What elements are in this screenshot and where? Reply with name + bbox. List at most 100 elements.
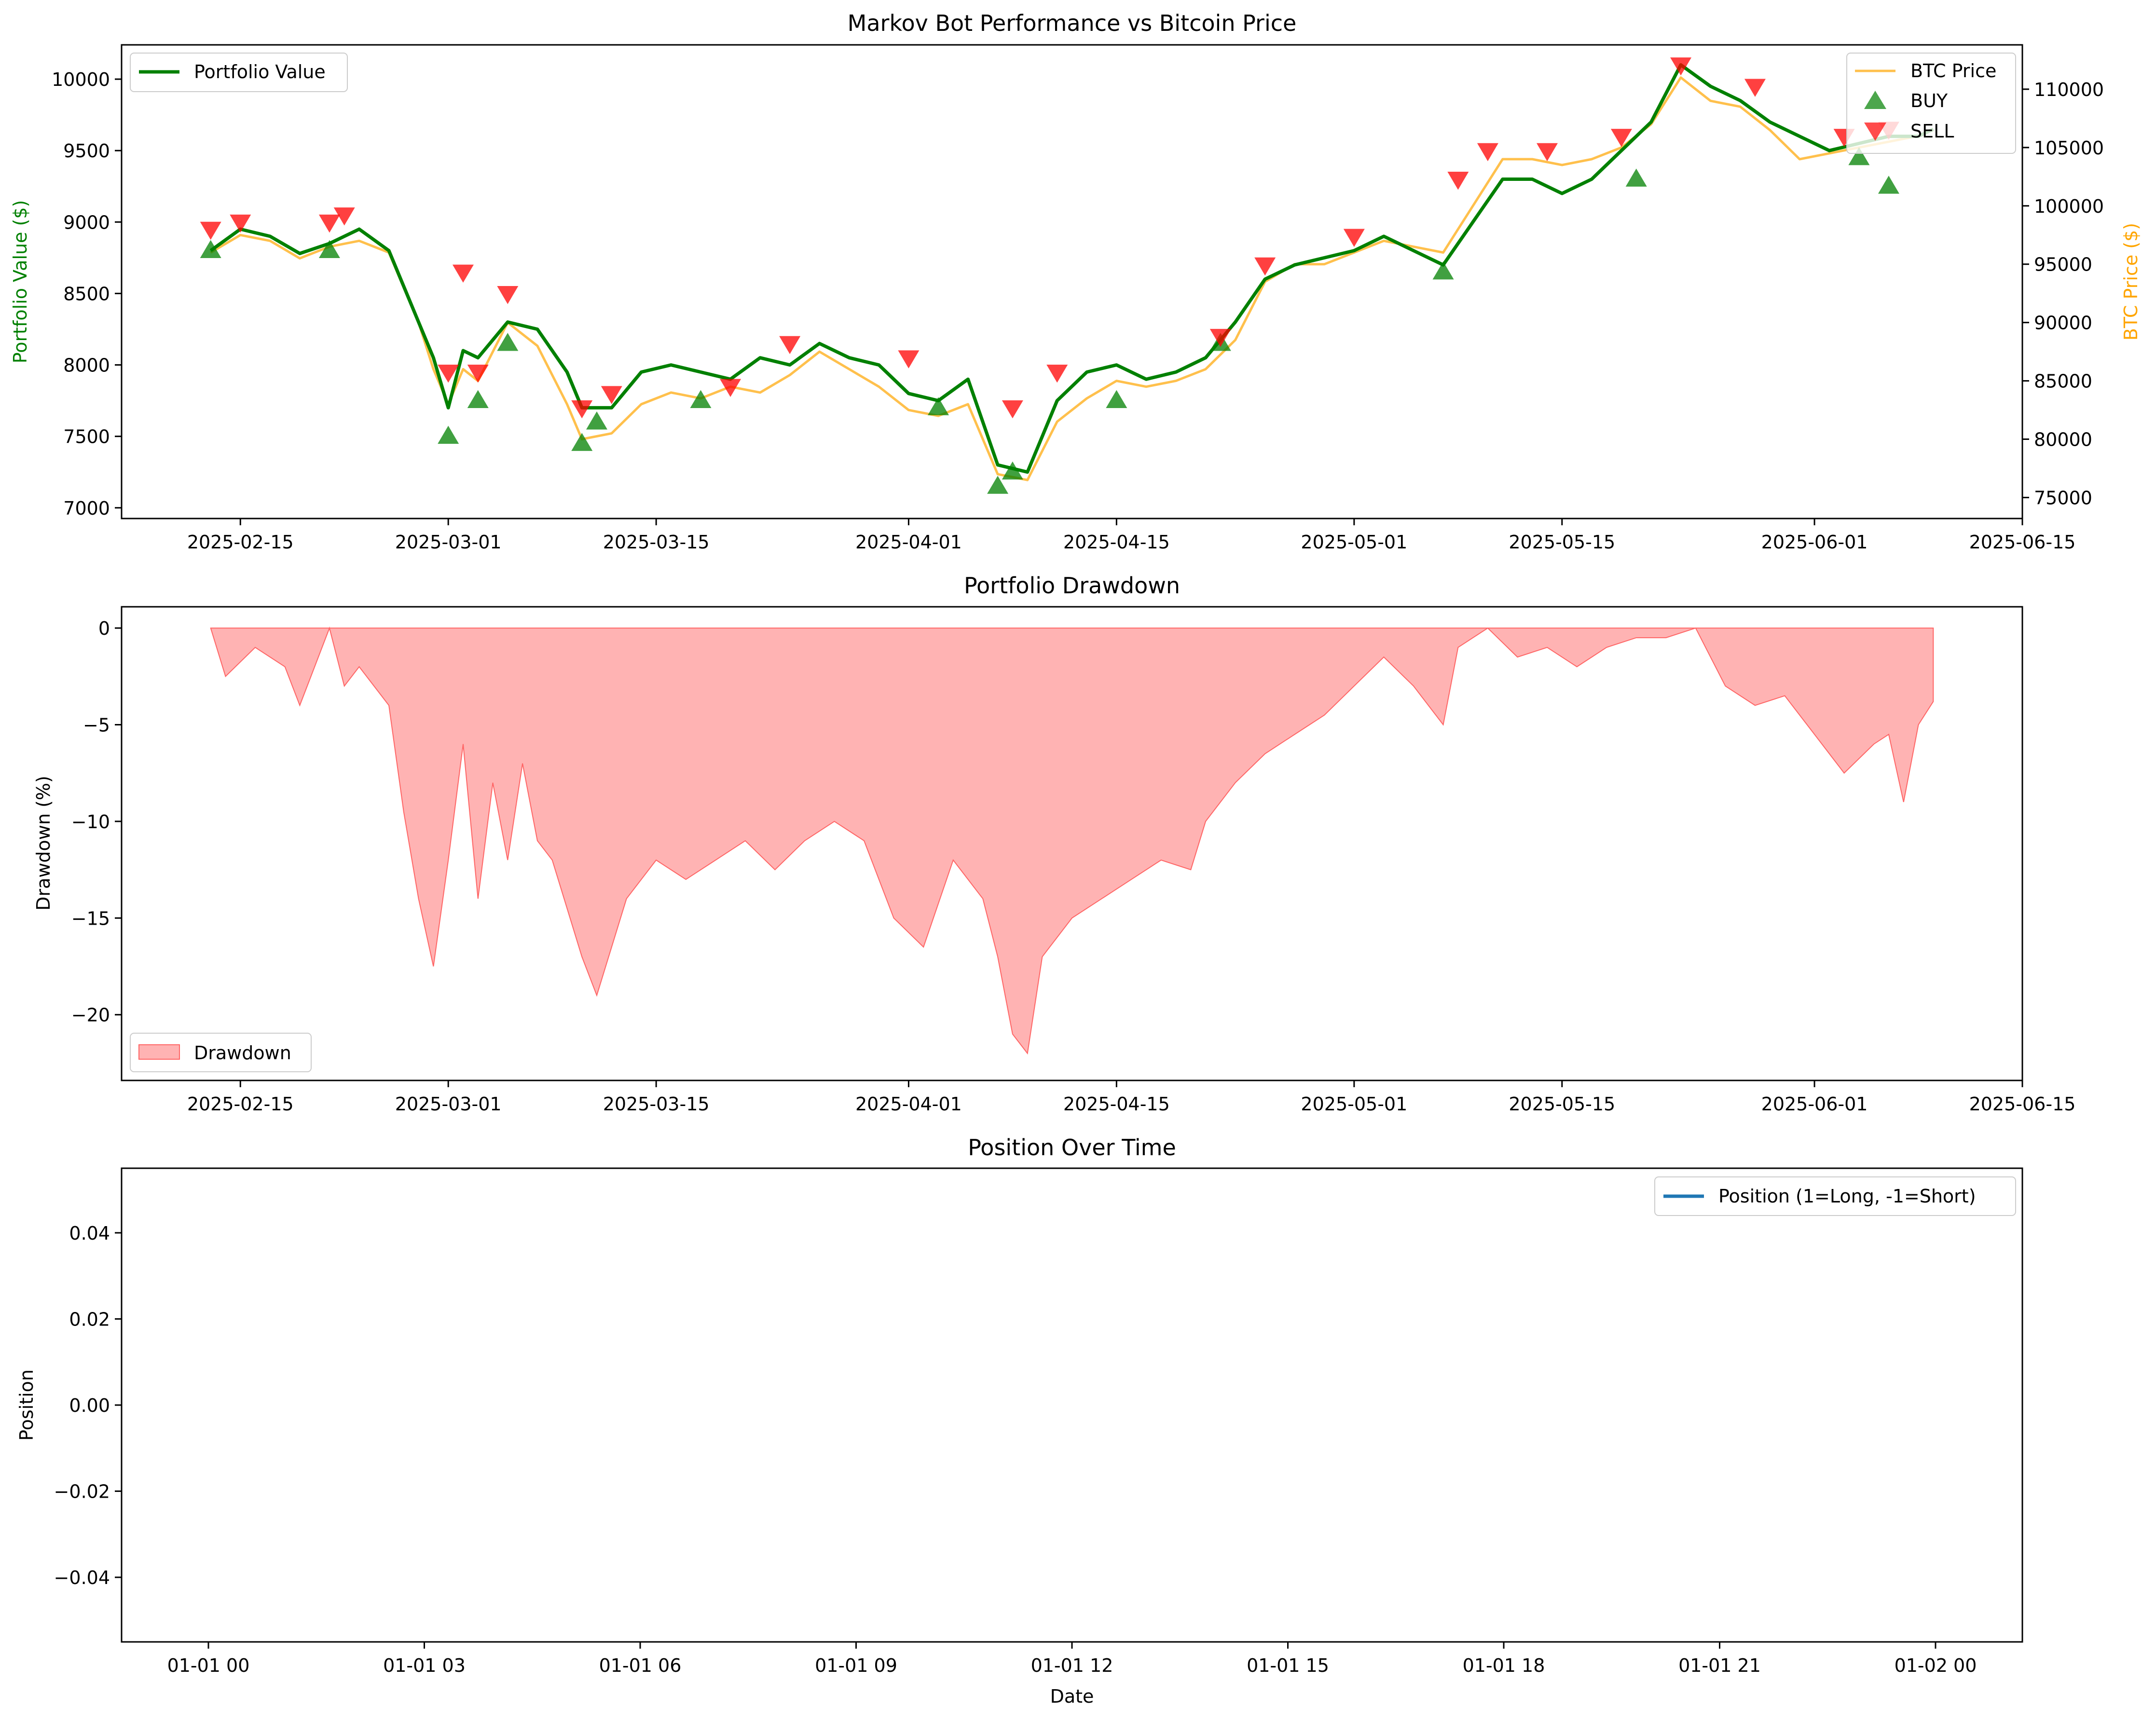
x-tick-label: 2025-05-01 bbox=[1301, 532, 1407, 553]
panel3-y-axis: 0.04 0.02 0.00 −0.02 −0.04 bbox=[54, 1223, 122, 1588]
sell-marker bbox=[1537, 143, 1558, 162]
buy-marker bbox=[927, 397, 949, 415]
y-right-tick-label: 95000 bbox=[2034, 254, 2092, 275]
x-tick-label: 2025-02-15 bbox=[187, 1093, 294, 1115]
x-tick-label: 2025-03-15 bbox=[603, 532, 710, 553]
x-tick-label: 2025-03-01 bbox=[395, 1093, 502, 1115]
sell-marker bbox=[438, 364, 459, 383]
sell-marker bbox=[601, 386, 622, 404]
sell-marker bbox=[1447, 172, 1469, 190]
y-tick-label: −10 bbox=[71, 811, 110, 833]
legend-sell-label: SELL bbox=[1910, 121, 1954, 142]
panel3-title: Position Over Time bbox=[968, 1134, 1176, 1161]
x-tick-label: 2025-04-15 bbox=[1063, 532, 1170, 553]
y-right-tick-label: 75000 bbox=[2034, 487, 2092, 508]
drawdown-panel: Portfolio Drawdown 0 −5 −10 −15 −20 2025-02-… bbox=[33, 573, 2075, 1115]
panel1-right-y-label: BTC Price ($) bbox=[2120, 223, 2142, 341]
x-tick-label: 2025-06-01 bbox=[1761, 1093, 1868, 1115]
y-tick-label: 0.04 bbox=[69, 1223, 110, 1244]
buy-marker bbox=[571, 433, 593, 451]
sell-marker bbox=[1209, 328, 1231, 347]
sell-marker bbox=[497, 286, 519, 304]
drawdown-area bbox=[210, 626, 1934, 1055]
y-tick-label: 8500 bbox=[63, 283, 110, 304]
x-tick-label: 01-01 21 bbox=[1678, 1655, 1761, 1676]
y-right-tick-label: 85000 bbox=[2034, 371, 2092, 392]
buy-marker bbox=[1625, 168, 1647, 187]
performance-panel: Markov Bot Performance vs Bitcoin Price … bbox=[10, 10, 2142, 553]
legend-left-box bbox=[130, 53, 348, 92]
y-right-tick-label: 100000 bbox=[2034, 196, 2104, 217]
x-tick-label: 2025-05-01 bbox=[1301, 1093, 1407, 1115]
legend-drawdown-box bbox=[130, 1033, 312, 1072]
sell-marker bbox=[898, 350, 920, 369]
y-tick-label: 8000 bbox=[63, 355, 110, 376]
panel3-y-label: Position bbox=[16, 1369, 37, 1441]
x-tick-label: 2025-05-15 bbox=[1509, 1093, 1615, 1115]
panel1-left-y-axis: 7000 7500 8000 8500 9000 9500 10000 bbox=[52, 69, 122, 519]
legend-sell-icon bbox=[1864, 123, 1886, 141]
buy-marker bbox=[467, 390, 489, 409]
x-tick-label: 2025-04-01 bbox=[855, 1093, 962, 1115]
y-tick-label: −0.02 bbox=[54, 1481, 110, 1502]
panel2-legend: Drawdown bbox=[130, 1033, 312, 1072]
y-tick-label: −5 bbox=[83, 714, 110, 736]
sell-marker bbox=[467, 364, 489, 383]
buy-marker bbox=[497, 333, 519, 351]
panel2-title: Portfolio Drawdown bbox=[964, 573, 1180, 599]
y-tick-label: 7500 bbox=[63, 426, 110, 448]
y-tick-label: 10000 bbox=[52, 69, 110, 90]
sell-marker bbox=[1610, 129, 1632, 147]
legend-drawdown-label: Drawdown bbox=[194, 1042, 291, 1064]
panel1-legend-left: Portfolio Value bbox=[130, 53, 348, 92]
legend-position-label: Position (1=Long, -1=Short) bbox=[1718, 1186, 1976, 1207]
x-tick-label: 01-01 06 bbox=[599, 1655, 682, 1676]
x-tick-label: 2025-06-15 bbox=[1969, 532, 2076, 553]
x-tick-label: 2025-02-15 bbox=[187, 532, 294, 553]
sell-marker bbox=[1670, 57, 1692, 76]
sell-marker bbox=[1744, 79, 1766, 97]
x-tick-label: 01-01 09 bbox=[815, 1655, 897, 1676]
panel3-x-axis: 01-01 00 01-01 03 01-01 06 01-01 09 01-01 12… bbox=[167, 1642, 1977, 1676]
x-tick-label: 2025-06-01 bbox=[1761, 532, 1868, 553]
buy-marker bbox=[200, 240, 221, 258]
panel2-frame bbox=[121, 606, 2023, 1081]
x-tick-label: 01-01 03 bbox=[383, 1655, 466, 1676]
sell-marker bbox=[1046, 364, 1068, 383]
sell-marker bbox=[1343, 229, 1365, 247]
sell-marker bbox=[230, 214, 251, 233]
panel3-x-label: Date bbox=[1050, 1686, 1094, 1707]
buy-marker bbox=[318, 240, 340, 258]
panel3-legend: Position (1=Long, -1=Short) bbox=[1654, 1176, 2016, 1216]
x-tick-label: 2025-04-15 bbox=[1063, 1093, 1170, 1115]
panel2-plot-area bbox=[210, 626, 1934, 1055]
legend-right-box bbox=[1846, 53, 2016, 154]
panel1-right-y-axis: 75000 80000 85000 90000 95000 100000 105000 110… bbox=[2022, 79, 2104, 508]
x-tick-label: 01-01 00 bbox=[167, 1655, 250, 1676]
legend-btc-label: BTC Price bbox=[1910, 60, 1996, 82]
y-tick-label: 0 bbox=[98, 618, 110, 639]
buy-marker bbox=[1848, 147, 1870, 165]
buy-marker bbox=[438, 425, 459, 444]
portfolio-value-line bbox=[209, 63, 1934, 474]
sell-marker bbox=[452, 264, 474, 283]
y-right-tick-label: 105000 bbox=[2034, 137, 2104, 159]
y-tick-label: −0.04 bbox=[54, 1567, 110, 1588]
panel2-y-label: Drawdown (%) bbox=[33, 776, 54, 911]
x-tick-label: 2025-06-15 bbox=[1969, 1093, 2076, 1115]
sell-marker bbox=[779, 336, 801, 355]
sell-marker bbox=[200, 221, 221, 240]
buy-marker bbox=[1432, 261, 1454, 280]
panel2-y-axis: 0 −5 −10 −15 −20 bbox=[71, 618, 122, 1026]
legend-position-box bbox=[1654, 1176, 2016, 1216]
legend-buy-label: BUY bbox=[1910, 90, 1948, 111]
y-tick-label: 9000 bbox=[63, 212, 110, 233]
legend-portfolio-label: Portfolio Value bbox=[194, 61, 326, 82]
legend-buy-icon bbox=[1864, 91, 1886, 109]
y-right-tick-label: 90000 bbox=[2034, 313, 2092, 334]
panel1-frame bbox=[121, 44, 2023, 519]
panel3-frame bbox=[121, 1167, 2023, 1643]
panel1-plot-area bbox=[200, 57, 1934, 494]
x-tick-label: 01-01 15 bbox=[1247, 1655, 1329, 1676]
panel1-left-y-label: Portfolio Value ($) bbox=[10, 200, 31, 364]
